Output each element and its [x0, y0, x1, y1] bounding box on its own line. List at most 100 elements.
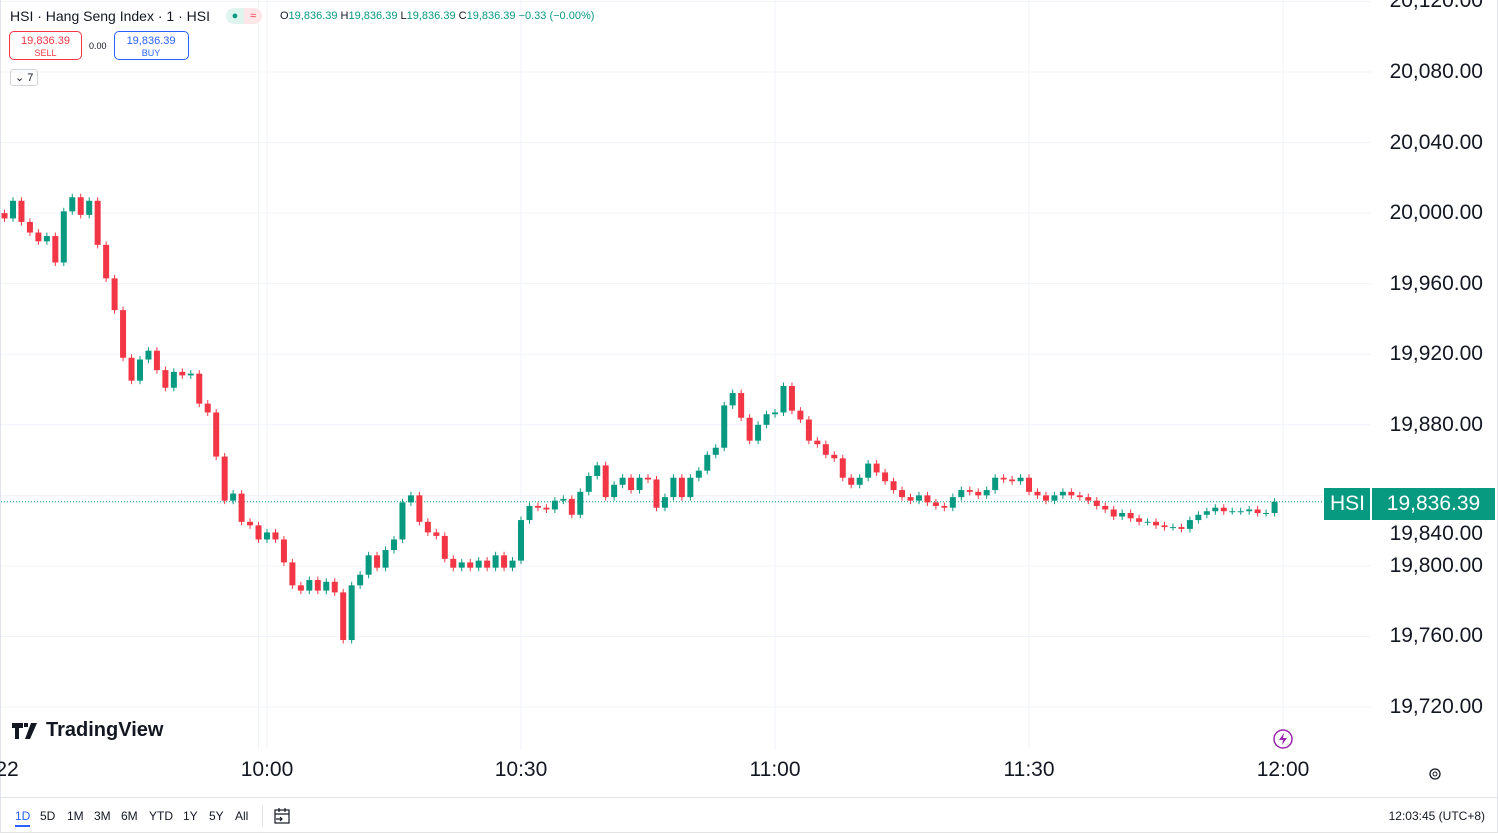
candle-body — [772, 412, 779, 415]
candle-body — [52, 236, 59, 263]
candle-body — [1051, 495, 1058, 501]
close-value: 19,836.39 — [466, 10, 516, 22]
candle-body — [1271, 501, 1278, 513]
indicators-toggle[interactable]: ⌄ 7 — [10, 69, 39, 86]
candle-body — [43, 236, 50, 242]
sell-button[interactable]: 19,836.39 SELL — [9, 31, 82, 60]
candle-body — [1144, 521, 1151, 523]
buy-button[interactable]: 19,836.39 BUY — [113, 31, 189, 60]
candle-body — [1110, 509, 1117, 517]
low-value: 19,836.39 — [406, 10, 456, 22]
candle-body — [1203, 511, 1210, 515]
high-label: H — [340, 10, 349, 22]
symbol-title[interactable]: HSI · Hang Seng Index · 1 · HSI — [10, 8, 210, 24]
candle-body — [1017, 477, 1024, 482]
candle-body — [1229, 511, 1236, 513]
candle-body — [450, 558, 457, 568]
candle-body — [704, 454, 711, 471]
candle-body — [899, 490, 906, 498]
candle-body — [1246, 509, 1253, 512]
settings-gear-icon[interactable] — [1428, 767, 1442, 781]
candle-body — [890, 481, 897, 491]
range-button-1d[interactable]: 1D — [15, 809, 31, 827]
candle-body — [983, 490, 990, 496]
time-tick-label: 11:30 — [1003, 758, 1055, 781]
candle-body — [1169, 527, 1176, 529]
delayed-data-icon: ≈ — [243, 8, 262, 24]
indicators-count: 7 — [27, 72, 34, 84]
candle-body — [391, 539, 398, 551]
go-to-date-calendar-icon[interactable] — [273, 807, 291, 825]
candle-body — [628, 477, 635, 491]
range-button-1y[interactable]: 1Y — [183, 809, 198, 823]
candle-body — [712, 447, 719, 455]
candle-body — [264, 532, 270, 540]
candle-body — [35, 232, 42, 242]
range-button-6m[interactable]: 6M — [121, 809, 138, 823]
candle-body — [526, 505, 533, 521]
candle-body — [1, 213, 8, 219]
candle-body — [1093, 500, 1100, 506]
candle-body — [331, 581, 338, 593]
candle-body — [915, 495, 922, 501]
candle-body — [729, 393, 736, 406]
price-tick-label: 20,120.00 — [1389, 0, 1483, 13]
candle-body — [475, 560, 482, 568]
candle-body — [873, 463, 880, 473]
price-tick-label: 19,960.00 — [1389, 271, 1483, 295]
candle-body — [1102, 505, 1109, 510]
candle-body — [856, 477, 863, 485]
range-button-ytd[interactable]: YTD — [149, 809, 173, 823]
candle-body — [1254, 509, 1261, 513]
range-button-all[interactable]: All — [235, 809, 249, 823]
divider — [262, 806, 263, 826]
lightning-icon[interactable] — [1272, 728, 1294, 750]
change-value: −0.33 (−0.00%) — [518, 10, 595, 22]
price-tick-label: 20,040.00 — [1389, 130, 1483, 154]
candle-body — [348, 585, 355, 641]
candle-body — [907, 497, 914, 501]
candle-body — [162, 370, 169, 388]
candle-body — [1000, 477, 1007, 480]
candle-body — [958, 490, 965, 498]
range-button-1m[interactable]: 1M — [67, 809, 84, 823]
close-label: C — [458, 10, 467, 22]
time-tick-label: 10:30 — [494, 758, 548, 781]
candle-body — [1034, 491, 1041, 496]
candle-body — [1009, 479, 1016, 482]
candle-body — [9, 200, 16, 219]
tradingview-logo[interactable]: TradingView — [12, 719, 163, 742]
candle-body — [170, 371, 177, 388]
last-price-label: 19,836.39 — [1372, 488, 1495, 520]
candle-body — [882, 472, 889, 482]
candle-body — [831, 454, 838, 459]
candle-body — [501, 555, 508, 568]
candle-body — [1059, 491, 1066, 496]
candle-body — [755, 424, 762, 441]
candle-body — [585, 475, 592, 492]
spread-value: 0.00 — [89, 40, 107, 51]
range-button-5d[interactable]: 5D — [40, 809, 56, 823]
candle-body — [763, 414, 770, 425]
candle-body — [1076, 495, 1083, 498]
candle-body — [678, 477, 685, 498]
price-tick-label: 19,760.00 — [1389, 624, 1483, 648]
candle-body — [822, 444, 829, 455]
candlestick-plot[interactable] — [1, 0, 1371, 750]
logo-text: TradingView — [46, 719, 164, 741]
range-button-3m[interactable]: 3M — [94, 809, 111, 823]
candle-body — [1042, 495, 1049, 501]
open-label: O — [279, 10, 289, 22]
candle-body — [213, 412, 220, 457]
candle-body — [1161, 525, 1168, 528]
candle-body — [255, 525, 262, 540]
status-indicators[interactable]: ● ≈ — [225, 8, 262, 24]
candle-body — [780, 385, 787, 413]
timezone-clock[interactable]: 12:03:45 (UTC+8) — [1388, 809, 1485, 823]
candle-body — [653, 479, 660, 508]
candle-body — [60, 211, 67, 263]
candle-body — [187, 373, 194, 376]
candle-body — [865, 463, 872, 478]
candle-body — [374, 555, 381, 568]
range-button-5y[interactable]: 5Y — [209, 809, 224, 823]
